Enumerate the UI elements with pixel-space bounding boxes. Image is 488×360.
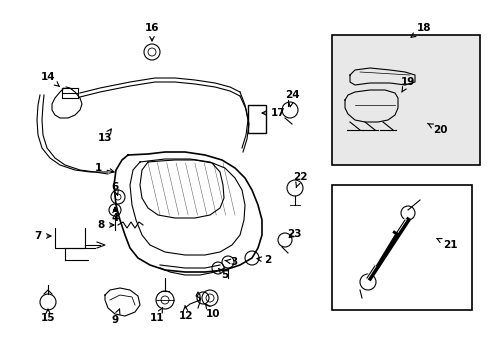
- Text: 20: 20: [427, 123, 447, 135]
- Text: 3: 3: [224, 257, 237, 267]
- Text: 21: 21: [436, 238, 456, 250]
- Text: 4: 4: [111, 207, 119, 223]
- Text: 14: 14: [41, 72, 60, 87]
- Bar: [331, 185, 471, 310]
- Text: 6: 6: [111, 182, 119, 195]
- Bar: [247, 105, 265, 133]
- Text: 12: 12: [179, 305, 193, 321]
- Text: 10: 10: [205, 304, 220, 319]
- Text: 8: 8: [97, 220, 114, 230]
- Circle shape: [113, 208, 117, 212]
- Text: 19: 19: [400, 77, 414, 92]
- Text: 23: 23: [286, 229, 301, 239]
- Text: 1: 1: [94, 163, 114, 173]
- Text: 13: 13: [98, 129, 112, 143]
- Text: 16: 16: [144, 23, 159, 41]
- Text: 2: 2: [257, 255, 271, 265]
- Text: 22: 22: [292, 172, 306, 188]
- Text: 7: 7: [34, 231, 51, 241]
- Text: 15: 15: [41, 309, 55, 323]
- Text: 17: 17: [262, 108, 285, 118]
- Text: 9: 9: [111, 309, 120, 325]
- Text: 11: 11: [149, 308, 164, 323]
- Bar: [331, 35, 479, 165]
- Text: 18: 18: [410, 23, 430, 37]
- Text: 24: 24: [284, 90, 299, 107]
- Text: 5: 5: [218, 269, 228, 280]
